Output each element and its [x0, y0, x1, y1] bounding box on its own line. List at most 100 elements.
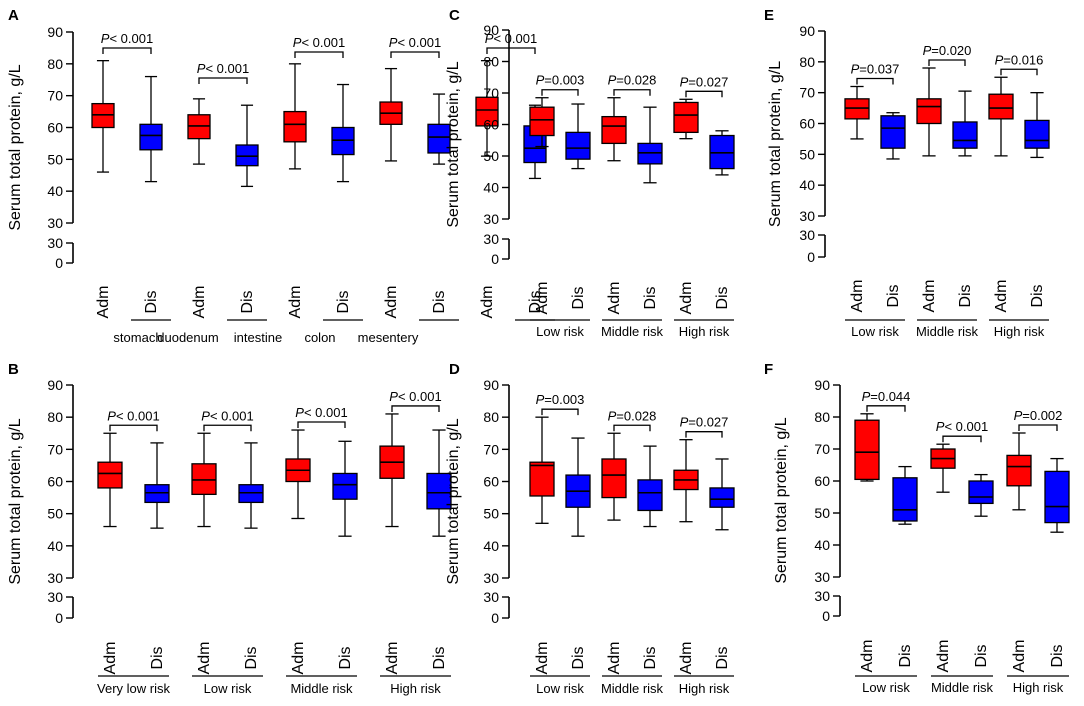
x-category-label: Adm: [287, 286, 304, 319]
y-tick-label: 60: [47, 474, 63, 490]
group-label: intestine: [234, 330, 282, 345]
x-category-label: Dis: [431, 290, 448, 313]
p-value-label: P< 0.001: [201, 408, 253, 423]
y-tick-label: 30: [483, 570, 499, 586]
y-tick-label: 50: [47, 151, 63, 167]
x-category-label: Adm: [678, 282, 695, 315]
y-tick-label: 50: [483, 148, 499, 164]
y-axis-label: Serum total protein, g/L: [773, 417, 790, 583]
y-tick-label: 70: [483, 441, 499, 457]
p-value-label: P< 0.001: [936, 419, 988, 434]
y-tick-label: 90: [483, 377, 499, 393]
p-value-label: P< 0.001: [485, 31, 537, 46]
x-category-label: Dis: [897, 644, 914, 667]
y-tick-label: 40: [47, 538, 63, 554]
y-tick-label: 30: [47, 589, 63, 605]
significance-bracket: [541, 89, 579, 96]
p-value-label: P< 0.001: [101, 31, 153, 46]
x-category-label: Dis: [570, 286, 587, 309]
y-tick-label: 0: [807, 249, 815, 265]
significance-bracket: [486, 47, 536, 54]
significance-bracket: [942, 435, 982, 443]
group-label: High risk: [679, 324, 730, 339]
box-adm-very-low-risk: [97, 461, 123, 489]
box-dis-colon: [427, 123, 451, 154]
p-value-label: P=0.027: [680, 415, 729, 430]
x-category-label: Dis: [714, 286, 731, 309]
significance-bracket: [297, 421, 346, 429]
y-tick-label: 90: [47, 377, 63, 393]
box-dis-high-risk: [709, 487, 735, 508]
significance-bracket: [198, 77, 248, 84]
p-value-label: P=0.020: [923, 43, 972, 58]
significance-bracket: [1000, 68, 1038, 76]
p-value-label: P< 0.001: [389, 389, 441, 404]
y-tick-label: 80: [47, 409, 63, 425]
x-category-label: Dis: [527, 290, 544, 313]
significance-bracket: [685, 90, 723, 98]
significance-bracket: [390, 51, 440, 58]
p-value-label: P=0.037: [851, 62, 900, 77]
x-category-label: Adm: [196, 642, 213, 675]
x-category-label: Dis: [957, 284, 974, 307]
group-label: Middle risk: [290, 681, 353, 696]
y-tick-label: 0: [55, 610, 63, 626]
group-label: mesentery: [358, 330, 419, 345]
x-category-label: Adm: [606, 642, 623, 675]
panel-a: A Serum total protein, g/L 30 40 50 60 70 80 90 3…: [7, 7, 555, 345]
panel-e: E Serum total protein, g/L 30 40 50 60 70 80 90 3…: [764, 7, 1050, 339]
p-value-label: P=0.016: [995, 52, 1044, 67]
y-tick-label: 0: [491, 251, 499, 267]
x-category-label: Dis: [885, 284, 902, 307]
x-category-label: Dis: [337, 646, 354, 669]
significance-bracket: [866, 405, 906, 412]
x-category-label: Adm: [678, 642, 695, 675]
x-category-label: Dis: [1049, 644, 1066, 667]
box-adm-low-risk: [854, 419, 880, 481]
x-category-label: Adm: [534, 642, 551, 675]
panel-letter: E: [764, 7, 774, 24]
box-adm-middle-risk: [601, 458, 627, 499]
y-tick-label: 30: [814, 569, 830, 585]
y-tick-label: 60: [814, 473, 830, 489]
group-label: Low risk: [851, 324, 899, 339]
x-category-label: Adm: [849, 280, 866, 313]
x-category-label: Adm: [606, 282, 623, 315]
box-dis-high-risk: [426, 472, 452, 510]
box-dis-middle-risk: [968, 480, 994, 505]
p-value-label: P=0.003: [536, 392, 585, 407]
p-value-label: P=0.028: [608, 73, 657, 88]
group-label: Middle risk: [601, 681, 664, 696]
y-tick-label: 30: [47, 215, 63, 231]
significance-bracket: [294, 51, 344, 58]
y-tick-label: 0: [491, 610, 499, 626]
y-tick-label: 30: [47, 570, 63, 586]
y-tick-label: 60: [799, 116, 815, 132]
significance-bracket: [613, 89, 651, 96]
x-category-label: Adm: [534, 282, 551, 315]
box-dis-very-low-risk: [144, 484, 170, 504]
panel-letter: C: [449, 7, 460, 24]
y-tick-label: 30: [814, 588, 830, 604]
p-value-label: P=0.044: [862, 389, 911, 404]
x-category-label: Dis: [642, 286, 659, 309]
x-category-label: Adm: [191, 286, 208, 319]
p-value-label: P< 0.001: [197, 61, 249, 76]
panel-c: C Serum total protein, g/L 30 40 50 60 70 80 90 3…: [445, 7, 735, 339]
box-dis-low-risk: [892, 477, 918, 522]
panel-letter: B: [8, 361, 19, 378]
x-category-label: Dis: [431, 646, 448, 669]
p-value-label: P=0.003: [536, 73, 585, 88]
box-adm-low-risk: [191, 463, 217, 496]
group-label: Low risk: [536, 681, 584, 696]
x-category-label: Adm: [479, 286, 496, 319]
group-label: stomach: [113, 330, 162, 345]
y-tick-label: 60: [483, 117, 499, 133]
group-label: Low risk: [862, 680, 910, 695]
panel-d: D Serum total protein, g/L 30 40 50 60 70 80 90 3…: [445, 361, 735, 696]
y-tick-label: 60: [483, 474, 499, 490]
box-dis-low-risk: [565, 131, 591, 160]
group-label: High risk: [390, 681, 441, 696]
p-value-label: P< 0.001: [293, 35, 345, 50]
box-dis-low-risk: [880, 115, 906, 149]
